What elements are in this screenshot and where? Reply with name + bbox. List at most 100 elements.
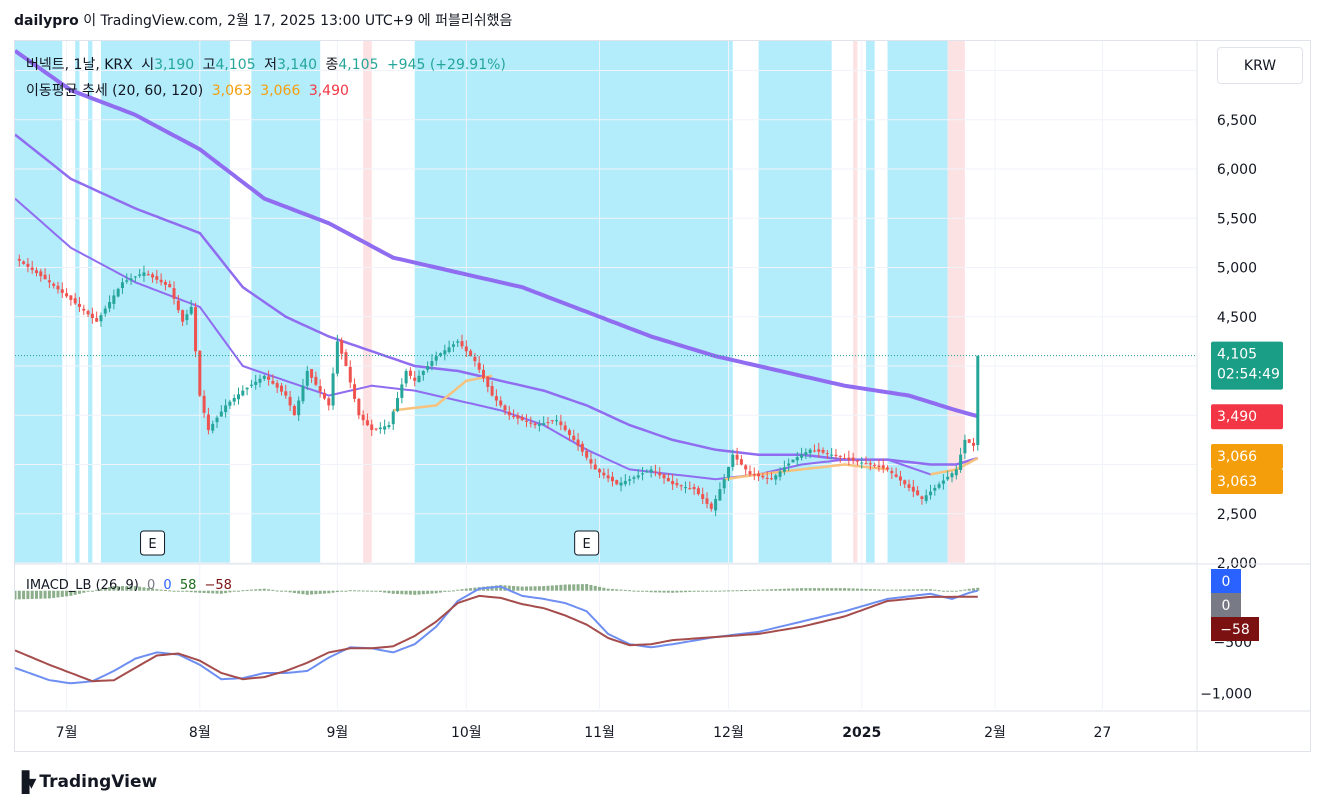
publish-text: 이 TradingView.com, 2월 17, 2025 13:00 UTC…: [83, 13, 513, 29]
candle-134: [645, 469, 649, 473]
candle-128: [619, 477, 623, 492]
macd-hist-bar: [168, 590, 172, 592]
candle-135: [649, 466, 653, 478]
macd-hist-bar: [206, 590, 210, 594]
candle-body: [752, 474, 756, 476]
macd-hist-bar: [946, 590, 950, 592]
macd-hist-bar: [232, 590, 236, 592]
candle-body: [714, 498, 718, 511]
candle-body: [494, 396, 498, 401]
candle-body: [542, 423, 546, 426]
candle-body: [537, 424, 541, 426]
candle-body: [464, 346, 468, 352]
candle-35: [219, 405, 223, 417]
candle-body: [439, 353, 443, 356]
trend-band-cyan-2: [88, 41, 93, 563]
macd-hist-bar: [851, 588, 855, 591]
candle-body: [288, 396, 292, 406]
candle-body: [843, 457, 847, 459]
macd-hist-bar: [90, 590, 94, 592]
macd-hist-bar: [357, 590, 361, 592]
candle-body: [301, 385, 305, 402]
high-value: 4,105: [215, 57, 256, 73]
candle-body: [26, 263, 30, 267]
candle-body: [860, 462, 864, 464]
candle-body: [804, 452, 808, 455]
ma-120-line: [13, 49, 979, 419]
candle-167: [787, 458, 791, 472]
macd-hist-bar: [653, 590, 657, 593]
candle-body: [507, 411, 511, 416]
x-tick-label: 7월: [56, 725, 78, 741]
candle-body: [795, 457, 799, 461]
candle-103: [512, 409, 516, 420]
macd-hist-bar: [782, 588, 786, 591]
macd-hist-bar: [249, 589, 253, 591]
candle--6: [43, 268, 47, 280]
macd-hist-bar: [77, 590, 81, 594]
candle-105: [520, 414, 524, 422]
candle-body: [503, 405, 507, 411]
macd-hist-bar: [73, 590, 77, 595]
candle-body: [138, 274, 142, 276]
candle-140: [671, 474, 675, 490]
candle-body: [877, 465, 881, 467]
candle-146: [696, 485, 700, 496]
trend-band-pink-2: [947, 41, 965, 563]
macd-hist-bar: [464, 588, 468, 591]
candle-body: [744, 465, 748, 470]
candle-196: [911, 479, 915, 498]
macd-hist-bar: [400, 590, 404, 595]
macd-tick-label: −1,000: [1200, 687, 1252, 703]
candle-27: [185, 309, 189, 326]
macd-hist-bar: [52, 590, 56, 598]
price-chart[interactable]: EE 7,0006,5006,0005,5005,0004,5002,5002,…: [13, 41, 1310, 751]
candle-211: [976, 355, 980, 451]
candle-body: [258, 378, 262, 383]
candle-body: [774, 475, 778, 480]
change-value: +945 (+29.91%): [386, 57, 506, 73]
trend-band-cyan-0: [15, 41, 63, 563]
macd-hist-bar: [537, 586, 541, 591]
candle-93: [469, 348, 473, 357]
macd-hist-bar: [284, 590, 288, 592]
macd-hist-bar: [757, 589, 761, 591]
ma60-price-label: 3,063: [1211, 469, 1283, 495]
price-labels: 4,105 02:54:49 3,490 3,066 3,063 0 0 −58: [1211, 341, 1283, 641]
macd-value-4: −58: [204, 578, 232, 593]
candle-body: [322, 392, 326, 399]
candle-20: [155, 269, 159, 284]
candle-body: [769, 478, 773, 480]
candle-79: [408, 367, 412, 380]
candle-body: [215, 417, 219, 423]
macd-hist-bar: [120, 586, 124, 591]
candle-body: [417, 375, 421, 383]
candle-body: [649, 469, 653, 473]
symbol-info: 버넥트, 1날, KRX: [26, 57, 133, 73]
candle-body: [580, 443, 584, 452]
open-label: 시: [141, 57, 155, 73]
macd-hist-bar: [443, 590, 447, 592]
candle-body: [378, 427, 382, 430]
macd-hist-bar: [103, 587, 107, 591]
candle-186: [868, 459, 872, 471]
candle-53: [297, 396, 301, 422]
candle-body: [56, 285, 60, 290]
macd-hist-bar: [524, 586, 528, 591]
candle-body: [641, 473, 645, 475]
candle-body: [559, 421, 563, 426]
candle-1: [73, 293, 77, 305]
macd-hist-bar: [305, 590, 309, 595]
macd-hist-bar: [39, 590, 43, 599]
candle-166: [782, 460, 786, 476]
macd-hist-bar: [426, 590, 430, 594]
macd-hist-bar: [361, 590, 365, 592]
candle-147: [701, 487, 705, 505]
macd-hist-bar: [370, 590, 374, 592]
candle-body: [830, 454, 834, 456]
macd-hist-bar: [262, 588, 266, 591]
candle-19: [151, 272, 155, 283]
trend-band-cyan-7: [866, 41, 875, 563]
candle-body: [163, 282, 167, 285]
currency-button[interactable]: KRW: [1217, 47, 1303, 84]
